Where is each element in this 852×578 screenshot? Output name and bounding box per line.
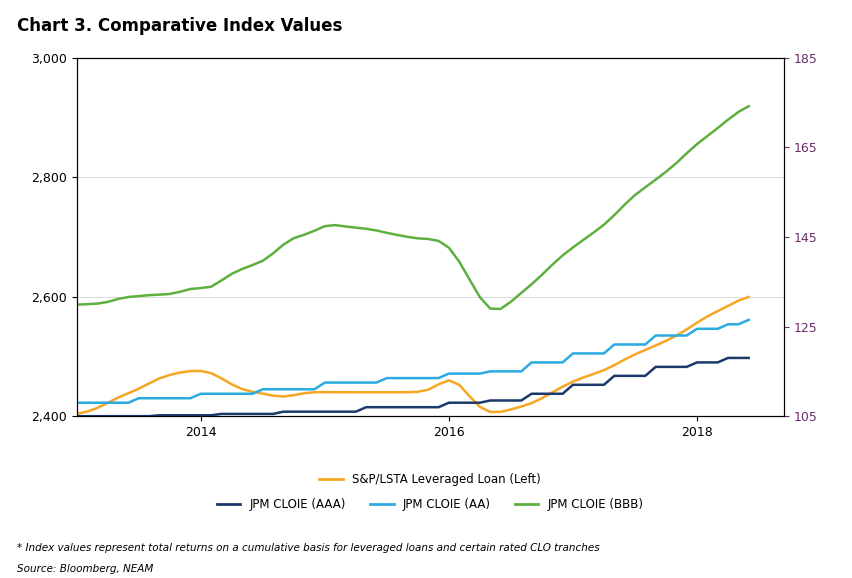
Text: Chart 3. Comparative Index Values: Chart 3. Comparative Index Values <box>17 17 343 35</box>
Text: Source: Bloomberg, NEAM: Source: Bloomberg, NEAM <box>17 564 153 573</box>
Legend: JPM CLOIE (AAA), JPM CLOIE (AA), JPM CLOIE (BBB): JPM CLOIE (AAA), JPM CLOIE (AA), JPM CLO… <box>212 494 648 516</box>
Text: * Index values represent total returns on a cumulative basis for leveraged loans: * Index values represent total returns o… <box>17 543 600 553</box>
